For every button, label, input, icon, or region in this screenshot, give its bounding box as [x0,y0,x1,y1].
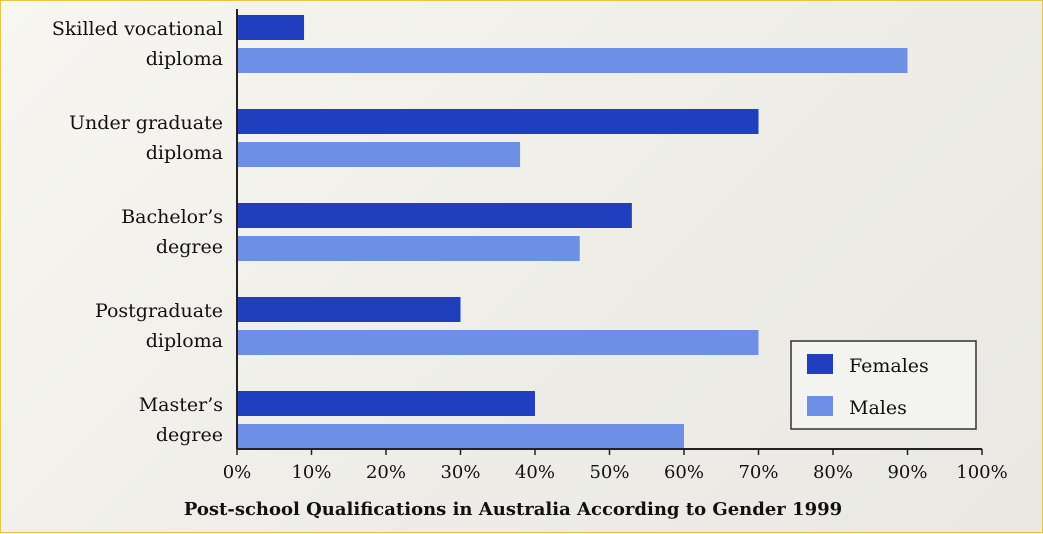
bar-males-4 [237,424,684,449]
x-tick-label: 30% [440,462,480,483]
category-label-3-line-1: diploma [146,330,223,352]
x-tick-label: 80% [813,462,853,483]
bar-females-3 [237,297,461,322]
x-tick-label: 90% [887,462,927,483]
x-tick-label: 20% [366,462,406,483]
category-label-1-line-1: diploma [146,142,223,164]
category-label-4-line-0: Master’s [139,394,223,416]
bar-males-0 [237,48,908,73]
category-label-4-line-1: degree [156,424,223,446]
category-label-3-line-0: Postgraduate [95,300,223,322]
category-label-2-line-1: degree [156,236,223,258]
x-tick-label: 100% [956,462,1007,483]
x-tick-label: 70% [738,462,778,483]
x-tick-label: 50% [589,462,629,483]
bars-group [237,15,908,449]
legend-label-females: Females [849,355,929,377]
x-tick-label: 60% [664,462,704,483]
bar-females-4 [237,391,535,416]
legend: Females Males [790,340,977,430]
category-label-1-line-0: Under graduate [69,112,223,134]
legend-swatch-females [807,354,833,374]
x-tick-label: 0% [223,462,252,483]
bar-males-2 [237,236,580,261]
bar-males-3 [237,330,759,355]
category-label-0-line-0: Skilled vocational [52,18,223,40]
category-label-2-line-0: Bachelor’s [121,206,223,228]
x-ticks: 0% 10% 20% 30% 40% 50% 60% 70% 80% 90% 100% [223,449,1008,483]
category-labels: Skilled vocational diploma Under graduate d… [52,18,223,446]
bar-females-0 [237,15,305,40]
legend-label-males: Males [849,397,907,419]
chart-title: Post-school Qualifications in Australia … [184,499,842,520]
legend-swatch-males [807,396,833,416]
bar-males-1 [237,142,521,167]
x-tick-label: 10% [291,462,331,483]
bar-females-1 [237,109,759,134]
category-label-0-line-1: diploma [146,48,223,70]
x-tick-label: 40% [515,462,555,483]
bar-females-2 [237,203,632,228]
